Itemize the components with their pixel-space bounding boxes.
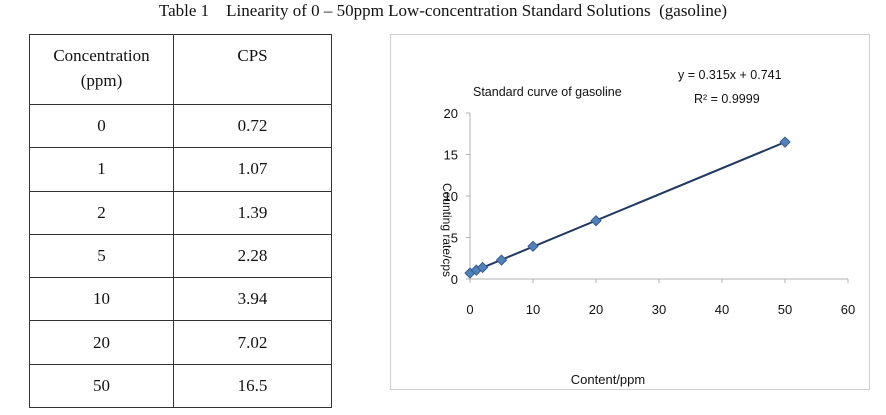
table-row: 50 16.5: [29, 363, 332, 409]
cell-cps: 2.28: [173, 233, 332, 279]
x-tick-label: 30: [652, 302, 666, 317]
header-concentration: Concentration (ppm): [29, 34, 174, 105]
linearity-table: Concentration (ppm) CPS 0 0.72 1 1.07 2 …: [29, 34, 332, 409]
cell-cps: 16.5: [173, 363, 332, 409]
data-point: [495, 254, 508, 266]
trendline: [469, 141, 786, 274]
cell-concentration: 5: [29, 233, 174, 279]
y-tick-label: 20: [444, 106, 458, 121]
cell-cps: 1.07: [173, 147, 332, 192]
cell-cps: 0.72: [173, 103, 332, 149]
x-tick-label: 0: [466, 302, 473, 317]
chart-area: Standard curve of gasoline y = 0.315x + …: [390, 34, 870, 390]
data-point: [590, 215, 602, 227]
y-tick-label: 0: [451, 272, 458, 287]
scatter-chart: Standard curve of gasoline y = 0.315x + …: [440, 68, 856, 387]
r-squared-label: R² = 0.9999: [694, 92, 760, 106]
cell-concentration: 0: [29, 103, 174, 149]
cell-cps: 1.39: [173, 190, 332, 235]
table-row: 10 3.94: [29, 277, 332, 322]
table-row: 2 1.39: [29, 190, 332, 235]
header-cps: CPS: [173, 34, 332, 105]
x-tick-label: 10: [526, 302, 540, 317]
chart-title: Standard curve of gasoline: [473, 85, 622, 99]
table-row: 1 1.07: [29, 147, 332, 192]
cell-concentration: 20: [29, 320, 174, 365]
table-caption: Table 1 Linearity of 0 – 50ppm Low-conce…: [158, 1, 728, 20]
y-axis-title: Counting rate/cps: [440, 183, 454, 277]
table-row: 0 0.72: [29, 103, 332, 149]
cell-cps: 7.02: [173, 320, 332, 365]
table-row: 20 7.02: [29, 320, 332, 365]
cell-concentration: 2: [29, 190, 174, 235]
header-concentration-unit: (ppm): [80, 71, 123, 90]
cell-cps: 3.94: [173, 277, 332, 322]
data-point: [779, 136, 791, 148]
y-tick-label: 10: [444, 189, 458, 204]
cell-concentration: 50: [29, 363, 174, 409]
header-concentration-line1: Concentration: [53, 46, 150, 65]
y-tick-label: 5: [451, 231, 458, 246]
x-tick-label: 50: [778, 302, 792, 317]
table-row: 5 2.28: [29, 233, 332, 279]
x-axis-title: Content/ppm: [571, 372, 645, 387]
plot-layer: 0 5 10 15 20 0 10 20 30 40 50 60: [444, 106, 856, 317]
trendline-equation: y = 0.315x + 0.741: [678, 68, 782, 82]
cell-concentration: 1: [29, 147, 174, 192]
y-tick-label: 15: [444, 148, 458, 163]
cell-concentration: 10: [29, 277, 174, 322]
data-point: [476, 261, 489, 274]
x-tick-label: 60: [841, 302, 855, 317]
data-point: [527, 240, 539, 253]
table-header-row: Concentration (ppm) CPS: [29, 34, 332, 105]
x-tick-label: 40: [715, 302, 729, 317]
x-tick-label: 20: [589, 302, 603, 317]
